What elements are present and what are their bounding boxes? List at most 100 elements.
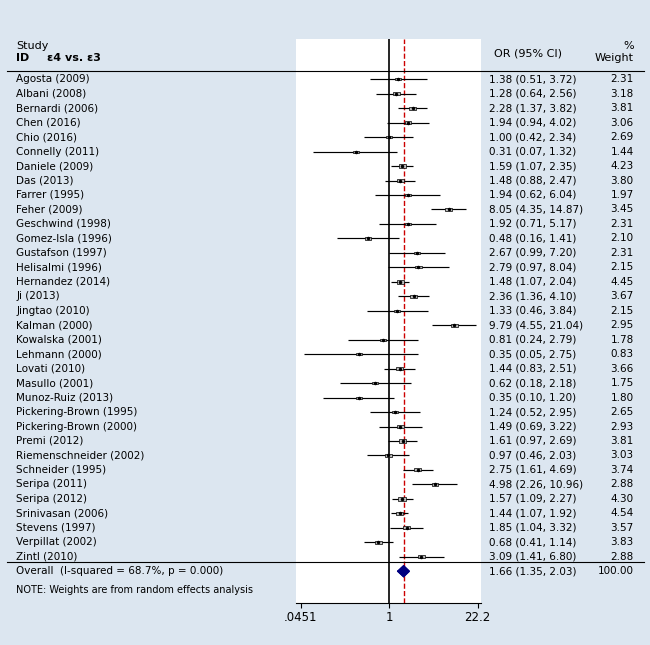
Bar [410, 295, 417, 298]
Text: Albani (2008): Albani (2008) [16, 89, 86, 99]
Text: Kowalska (2001): Kowalska (2001) [16, 335, 102, 344]
Bar [432, 483, 438, 486]
Text: 2.69: 2.69 [610, 132, 634, 142]
Text: 2.10: 2.10 [610, 233, 634, 243]
Text: 1.80: 1.80 [610, 393, 634, 402]
Text: 1.33 (0.46, 3.84): 1.33 (0.46, 3.84) [489, 306, 577, 316]
Text: 2.79 (0.97, 8.04): 2.79 (0.97, 8.04) [489, 263, 576, 272]
Text: Chen (2016): Chen (2016) [16, 117, 81, 128]
Text: Chio (2016): Chio (2016) [16, 132, 77, 142]
Text: 3.18: 3.18 [610, 89, 634, 99]
Text: Schneider (1995): Schneider (1995) [16, 465, 107, 475]
Text: Zintl (2010): Zintl (2010) [16, 551, 77, 562]
Text: 1.57 (1.09, 2.27): 1.57 (1.09, 2.27) [489, 494, 577, 504]
Text: 1.44: 1.44 [610, 146, 634, 157]
Text: Jingtao (2010): Jingtao (2010) [16, 306, 90, 316]
Text: 3.67: 3.67 [610, 292, 634, 301]
Text: 1.44 (1.07, 1.92): 1.44 (1.07, 1.92) [489, 508, 577, 519]
Text: 0.97 (0.46, 2.03): 0.97 (0.46, 2.03) [489, 450, 576, 461]
Text: 3.06: 3.06 [610, 117, 634, 128]
Text: 3.83: 3.83 [610, 537, 634, 548]
Text: Daniele (2009): Daniele (2009) [16, 161, 94, 171]
Bar [353, 151, 359, 152]
Text: NOTE: Weights are from random effects analysis: NOTE: Weights are from random effects an… [16, 585, 254, 595]
Text: 1.61 (0.97, 2.69): 1.61 (0.97, 2.69) [489, 436, 577, 446]
Bar [374, 541, 382, 544]
Text: 1.44 (0.83, 2.51): 1.44 (0.83, 2.51) [489, 364, 577, 373]
Bar [415, 266, 421, 268]
Bar [385, 454, 391, 457]
Bar [398, 497, 406, 501]
Text: 1.48 (0.88, 2.47): 1.48 (0.88, 2.47) [489, 175, 577, 186]
Text: Ji (2013): Ji (2013) [16, 292, 60, 301]
Text: Verpillat (2002): Verpillat (2002) [16, 537, 97, 548]
Bar [392, 411, 398, 413]
Text: 1.92 (0.71, 5.17): 1.92 (0.71, 5.17) [489, 219, 577, 229]
Text: 1.38 (0.51, 3.72): 1.38 (0.51, 3.72) [489, 74, 577, 84]
Text: Feher (2009): Feher (2009) [16, 204, 83, 214]
Text: 1.24 (0.52, 2.95): 1.24 (0.52, 2.95) [489, 407, 577, 417]
Text: 4.23: 4.23 [610, 161, 634, 171]
Text: 9.79 (4.55, 21.04): 9.79 (4.55, 21.04) [489, 320, 583, 330]
Bar [404, 223, 411, 225]
Bar [394, 310, 400, 312]
Text: %: % [623, 41, 634, 51]
Text: Riemenschneider (2002): Riemenschneider (2002) [16, 450, 144, 461]
Text: 0.83: 0.83 [610, 349, 634, 359]
Text: 4.98 (2.26, 10.96): 4.98 (2.26, 10.96) [489, 479, 583, 490]
Text: Gomez-Isla (1996): Gomez-Isla (1996) [16, 233, 112, 243]
Text: Seripa (2012): Seripa (2012) [16, 494, 87, 504]
Text: 3.81: 3.81 [610, 436, 634, 446]
Bar [399, 439, 406, 442]
Text: 4.45: 4.45 [610, 277, 634, 287]
Text: 3.03: 3.03 [610, 450, 634, 461]
Text: 4.30: 4.30 [610, 494, 634, 504]
Text: 2.88: 2.88 [610, 479, 634, 490]
Text: 1.28 (0.64, 2.56): 1.28 (0.64, 2.56) [489, 89, 577, 99]
Text: Study: Study [16, 41, 49, 51]
Bar [356, 397, 362, 399]
Text: 4.54: 4.54 [610, 508, 634, 519]
Bar [405, 121, 411, 124]
Text: 1.59 (1.07, 2.35): 1.59 (1.07, 2.35) [489, 161, 577, 171]
Text: 0.81 (0.24, 2.79): 0.81 (0.24, 2.79) [489, 335, 576, 344]
Text: 2.67 (0.99, 7.20): 2.67 (0.99, 7.20) [489, 248, 576, 258]
Text: 3.80: 3.80 [610, 175, 634, 186]
Text: Stevens (1997): Stevens (1997) [16, 523, 96, 533]
Text: Overall  (I-squared = 68.7%, p = 0.000): Overall (I-squared = 68.7%, p = 0.000) [16, 566, 224, 576]
Bar [396, 179, 404, 182]
Bar [356, 353, 362, 355]
Text: Connelly (2011): Connelly (2011) [16, 146, 99, 157]
Text: 3.57: 3.57 [610, 523, 634, 533]
Bar [372, 382, 378, 384]
Text: 1.94 (0.94, 4.02): 1.94 (0.94, 4.02) [489, 117, 576, 128]
Text: 2.93: 2.93 [610, 422, 634, 432]
Text: 3.09 (1.41, 6.80): 3.09 (1.41, 6.80) [489, 551, 576, 562]
Bar [405, 194, 411, 196]
Text: ID: ID [16, 53, 29, 63]
Bar [380, 339, 386, 341]
Text: 2.31: 2.31 [610, 74, 634, 84]
Text: 2.65: 2.65 [610, 407, 634, 417]
Text: 2.28 (1.37, 3.82): 2.28 (1.37, 3.82) [489, 103, 577, 113]
Bar [395, 78, 402, 81]
Text: Lehmann (2000): Lehmann (2000) [16, 349, 102, 359]
Text: 0.31 (0.07, 1.32): 0.31 (0.07, 1.32) [489, 146, 576, 157]
Text: 1.78: 1.78 [610, 335, 634, 344]
Text: 2.31: 2.31 [610, 248, 634, 258]
Bar [451, 324, 458, 326]
Text: 2.31: 2.31 [610, 219, 634, 229]
Text: Weight: Weight [595, 53, 634, 63]
Polygon shape [398, 566, 410, 577]
Bar [365, 237, 371, 239]
Text: 1.94 (0.62, 6.04): 1.94 (0.62, 6.04) [489, 190, 576, 200]
Text: Kalman (2000): Kalman (2000) [16, 320, 93, 330]
Text: 0.68 (0.41, 1.14): 0.68 (0.41, 1.14) [489, 537, 576, 548]
Text: 2.88: 2.88 [610, 551, 634, 562]
Bar [409, 106, 416, 110]
Text: Hernandez (2014): Hernandez (2014) [16, 277, 111, 287]
Bar [396, 280, 404, 284]
Text: 0.35 (0.05, 2.75): 0.35 (0.05, 2.75) [489, 349, 576, 359]
Text: 100.00: 100.00 [598, 566, 634, 576]
Text: 2.15: 2.15 [610, 263, 634, 272]
